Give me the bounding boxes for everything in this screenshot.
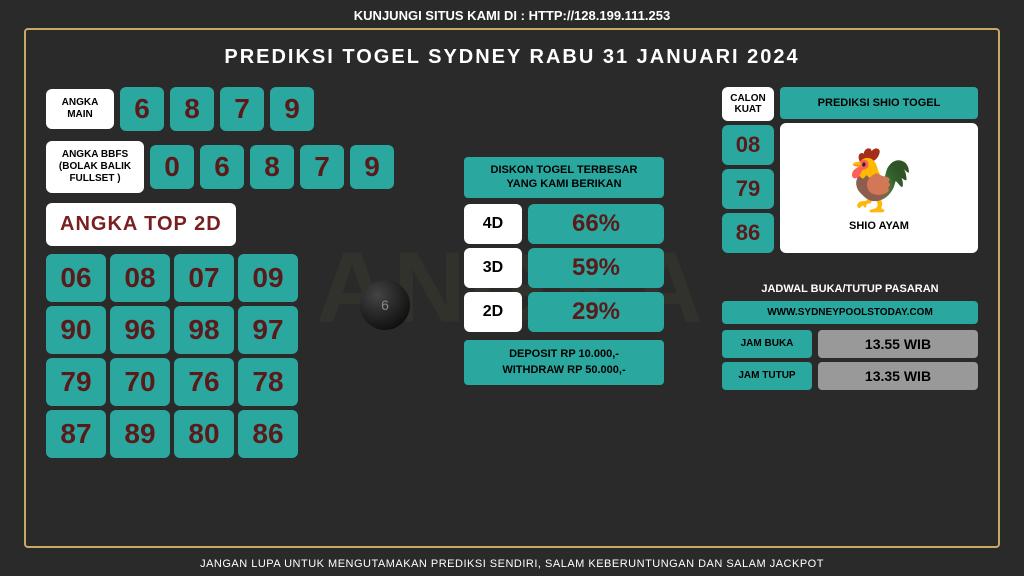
angka-main-row: ANGKA MAIN 6879 (46, 87, 406, 131)
top2d-cell: 07 (174, 254, 234, 302)
middle-column: DISKON TOGEL TERBESAR YANG KAMI BERIKAN … (424, 87, 704, 458)
bbfs-num: 0 (150, 145, 194, 189)
bbfs-num: 9 (350, 145, 394, 189)
top2d-cell: 97 (238, 306, 298, 354)
top2d-cell: 09 (238, 254, 298, 302)
top2d-cell: 86 (238, 410, 298, 458)
shio-header: PREDIKSI SHIO TOGEL (780, 87, 978, 119)
deposit-line-2: WITHDRAW RP 50.000,- (470, 362, 658, 379)
top2d-cell: 98 (174, 306, 234, 354)
deposit-info: DEPOSIT RP 10.000,- WITHDRAW RP 50.000,- (464, 340, 664, 385)
diskon-val: 66% (528, 204, 664, 244)
jadwal-row: JAM TUTUP13.35 WIB (722, 362, 978, 390)
bbfs-num: 8 (250, 145, 294, 189)
top2d-cell: 87 (46, 410, 106, 458)
top2d-cell: 80 (174, 410, 234, 458)
angka-main-num: 8 (170, 87, 214, 131)
diskon-label-1: DISKON TOGEL TERBESAR (474, 163, 654, 177)
diskon-tag: 4D (464, 204, 522, 244)
top-banner: KUNJUNGI SITUS KAMI DI : HTTP://128.199.… (0, 0, 1024, 31)
calon-num: 86 (722, 213, 774, 253)
jadwal-val: 13.55 WIB (818, 330, 978, 358)
bbfs-row: ANGKA BBFS (BOLAK BALIK FULLSET ) 06879 (46, 141, 406, 193)
right-column: CALON KUAT 087986 PREDIKSI SHIO TOGEL 🐓 … (722, 87, 978, 458)
jadwal-val: 13.35 WIB (818, 362, 978, 390)
jadwal-title: JADWAL BUKA/TUTUP PASARAN (722, 283, 978, 295)
top2d-cell: 79 (46, 358, 106, 406)
bbfs-label: ANGKA BBFS (BOLAK BALIK FULLSET ) (46, 141, 144, 193)
top2d-cell: 78 (238, 358, 298, 406)
diskon-tag: 3D (464, 248, 522, 288)
diskon-label-2: YANG KAMI BERIKAN (474, 177, 654, 191)
top2d-cell: 70 (110, 358, 170, 406)
top2d-cell: 90 (46, 306, 106, 354)
top2d-grid: 06080709 90969897 79707678 87898086 (46, 254, 406, 458)
top2d-cell: 89 (110, 410, 170, 458)
deposit-line-1: DEPOSIT RP 10.000,- (470, 346, 658, 363)
top2d-header-text: ANGKA TOP 2D (60, 213, 222, 235)
diskon-label: DISKON TOGEL TERBESAR YANG KAMI BERIKAN (464, 157, 664, 198)
diskon-row: 4D66% (464, 204, 664, 244)
bbfs-num: 7 (300, 145, 344, 189)
diskon-tag: 2D (464, 292, 522, 332)
top2d-header: ANGKA TOP 2D (46, 203, 236, 246)
calon-num: 08 (722, 125, 774, 165)
jadwal-row: JAM BUKA13.55 WIB (722, 330, 978, 358)
jadwal-tag: JAM TUTUP (722, 362, 812, 390)
diskon-row: 2D29% (464, 292, 664, 332)
top2d-cell: 08 (110, 254, 170, 302)
top2d-cell: 06 (46, 254, 106, 302)
top2d-cell: 76 (174, 358, 234, 406)
bottom-banner: JANGAN LUPA UNTUK MENGUTAMAKAN PREDIKSI … (0, 558, 1024, 570)
left-column: ANGKA MAIN 6879 ANGKA BBFS (BOLAK BALIK … (46, 87, 406, 458)
jadwal-section: JADWAL BUKA/TUTUP PASARAN WWW.SYDNEYPOOL… (722, 283, 978, 394)
page-title: PREDIKSI TOGEL SYDNEY RABU 31 JANUARI 20… (46, 46, 978, 69)
calon-shio-row: CALON KUAT 087986 PREDIKSI SHIO TOGEL 🐓 … (722, 87, 978, 253)
angka-main-label: ANGKA MAIN (46, 89, 114, 129)
shio-image-box: 🐓 SHIO AYAM (780, 123, 978, 253)
jadwal-tag: JAM BUKA (722, 330, 812, 358)
rooster-icon: 🐓 (842, 145, 917, 216)
angka-main-num: 7 (220, 87, 264, 131)
top2d-cell: 96 (110, 306, 170, 354)
shio-column: PREDIKSI SHIO TOGEL 🐓 SHIO AYAM (780, 87, 978, 253)
jadwal-site: WWW.SYDNEYPOOLSTODAY.COM (722, 301, 978, 324)
diskon-row: 3D59% (464, 248, 664, 288)
diskon-val: 29% (528, 292, 664, 332)
calon-column: CALON KUAT 087986 (722, 87, 774, 253)
shio-name: SHIO AYAM (849, 220, 909, 232)
angka-main-num: 9 (270, 87, 314, 131)
calon-label: CALON KUAT (722, 87, 774, 121)
diskon-val: 59% (528, 248, 664, 288)
bbfs-num: 6 (200, 145, 244, 189)
calon-num: 79 (722, 169, 774, 209)
angka-main-num: 6 (120, 87, 164, 131)
main-frame: PREDIKSI TOGEL SYDNEY RABU 31 JANUARI 20… (24, 28, 1000, 548)
